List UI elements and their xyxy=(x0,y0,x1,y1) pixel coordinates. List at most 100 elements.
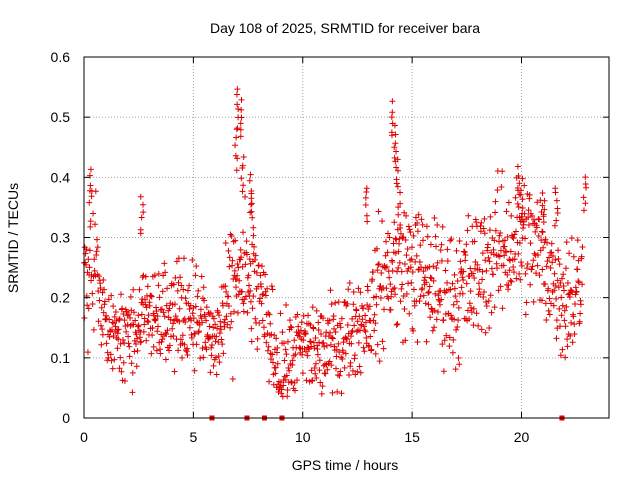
data-point-marker xyxy=(494,186,501,193)
data-point-marker xyxy=(486,324,493,331)
data-point-marker xyxy=(441,337,448,344)
data-point-marker xyxy=(394,183,401,190)
data-point-marker xyxy=(159,288,166,295)
data-point-marker xyxy=(430,277,437,284)
data-point-marker xyxy=(397,222,404,229)
data-point-marker xyxy=(504,271,511,278)
data-point-marker xyxy=(218,326,225,333)
data-point-marker xyxy=(262,271,269,278)
data-point-marker xyxy=(215,353,222,360)
data-point-marker xyxy=(252,315,259,322)
data-point-marker xyxy=(400,293,407,300)
data-point-marker xyxy=(424,233,431,240)
data-point-marker xyxy=(553,335,560,342)
data-point-marker xyxy=(225,293,232,300)
data-point-marker xyxy=(497,283,504,290)
data-point-marker xyxy=(207,309,214,316)
data-point-marker xyxy=(515,172,522,179)
data-point-marker xyxy=(386,234,393,241)
data-point-marker xyxy=(312,370,319,377)
data-point-marker xyxy=(408,279,415,286)
data-point-marker xyxy=(339,356,346,363)
data-point-marker xyxy=(421,274,428,281)
data-point-marker xyxy=(531,216,538,223)
data-point-marker xyxy=(110,303,117,310)
data-point-marker xyxy=(535,232,542,239)
data-point-marker xyxy=(479,250,486,257)
data-point-marker xyxy=(431,214,438,221)
data-point-marker xyxy=(376,358,383,365)
data-point-marker xyxy=(190,315,197,322)
data-point-marker xyxy=(515,203,522,210)
data-point-marker xyxy=(99,331,106,338)
data-point-marker xyxy=(574,266,581,273)
y-tick-label: 0.2 xyxy=(51,290,71,306)
data-point-marker xyxy=(248,338,255,345)
data-point-marker xyxy=(247,287,254,294)
data-point-marker xyxy=(137,193,144,200)
data-point-marker xyxy=(449,349,456,356)
data-point-marker xyxy=(440,316,447,323)
data-point-marker xyxy=(201,297,208,304)
data-point-marker xyxy=(212,321,219,328)
data-point-marker xyxy=(477,291,484,298)
data-point-marker xyxy=(91,267,98,274)
data-point-marker xyxy=(444,258,451,265)
data-point-marker xyxy=(473,219,480,226)
data-point-marker xyxy=(258,283,265,290)
data-point-marker xyxy=(222,283,229,290)
data-point-marker xyxy=(145,312,152,319)
data-point-marker xyxy=(477,222,484,229)
data-point-marker xyxy=(257,295,264,302)
data-point-marker xyxy=(303,377,310,384)
data-point-marker xyxy=(126,343,133,350)
data-point-marker xyxy=(173,316,180,323)
data-point-marker xyxy=(556,305,563,312)
data-point-marker xyxy=(268,283,275,290)
data-point-marker xyxy=(138,338,145,345)
data-point-marker xyxy=(234,125,241,132)
data-point-marker xyxy=(482,329,489,336)
y-tick-label: 0.1 xyxy=(51,350,71,366)
data-point-marker xyxy=(288,378,295,385)
data-point-marker xyxy=(258,263,265,270)
data-point-marker xyxy=(105,296,112,303)
data-point-marker xyxy=(103,340,110,347)
data-point-marker xyxy=(496,232,503,239)
data-point-marker xyxy=(108,292,115,299)
data-point-marker xyxy=(326,317,333,324)
data-point-marker xyxy=(111,313,118,320)
data-point-marker xyxy=(86,247,93,254)
data-point-marker xyxy=(364,218,371,225)
data-point-marker xyxy=(98,304,105,311)
data-point-marker xyxy=(316,367,323,374)
data-point-marker xyxy=(285,365,292,372)
data-point-marker xyxy=(268,331,275,338)
data-point-marker xyxy=(233,126,240,133)
data-point-marker xyxy=(163,331,170,338)
data-point-marker xyxy=(172,274,179,281)
data-point-marker xyxy=(250,232,257,239)
data-point-marker xyxy=(299,370,306,377)
data-point-marker xyxy=(234,101,241,108)
data-point-marker xyxy=(314,346,321,353)
data-point-marker xyxy=(259,291,266,298)
data-point-marker xyxy=(305,344,312,351)
data-point-marker xyxy=(568,319,575,326)
data-point-marker xyxy=(133,331,140,338)
data-point-marker xyxy=(258,300,265,307)
data-point-marker xyxy=(239,164,246,171)
data-point-marker xyxy=(200,354,207,361)
data-point-marker xyxy=(249,305,256,312)
data-point-marker xyxy=(200,284,207,291)
data-point-marker xyxy=(420,292,427,299)
data-point-marker xyxy=(515,250,522,257)
data-point-marker xyxy=(354,368,361,375)
data-point-marker xyxy=(109,365,116,372)
data-point-marker xyxy=(551,287,558,294)
data-point-marker xyxy=(193,263,200,270)
data-point-marker xyxy=(114,330,121,337)
data-point-marker xyxy=(176,318,183,325)
data-point-marker xyxy=(559,346,566,353)
data-point-marker xyxy=(125,311,132,318)
